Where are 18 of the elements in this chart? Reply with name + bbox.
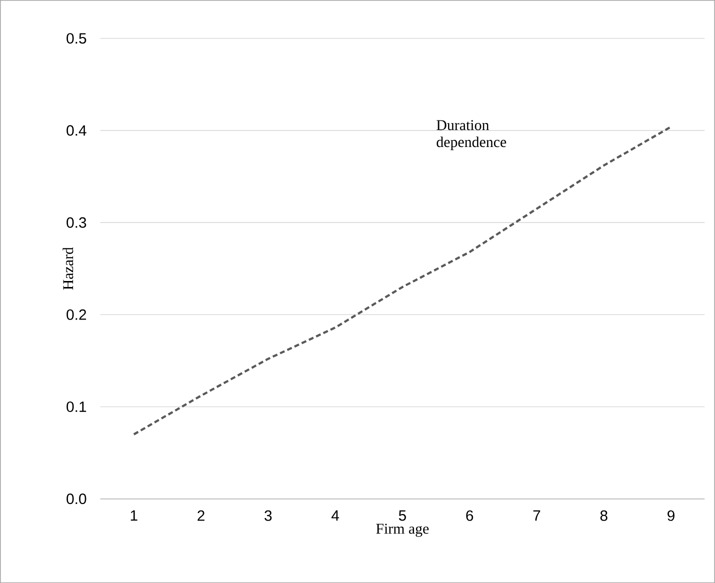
annotation: Duration dependence [436, 120, 506, 150]
x-axis-title: Firm age [376, 524, 429, 537]
y-tick-label: 0.1 [66, 401, 86, 412]
x-tick-label: 6 [466, 510, 474, 521]
y-tick-label: 0.0 [66, 493, 86, 504]
y-tick-label: 0.4 [66, 125, 86, 136]
y-tick-label: 0.3 [66, 217, 86, 228]
y-axis-title: Hazard [62, 247, 74, 290]
x-tick-label: 8 [600, 510, 608, 521]
x-tick-label: 1 [130, 510, 138, 521]
y-tick-label: 0.2 [66, 309, 86, 320]
x-tick-label: 4 [331, 510, 340, 521]
x-tick-label: 3 [264, 510, 272, 521]
x-tick-label: 9 [668, 510, 674, 521]
y-tick-label: 0.5 [66, 33, 86, 44]
x-tick-label: 5 [398, 510, 406, 521]
x-tick-label: 7 [533, 510, 540, 521]
x-tick-label: 2 [198, 510, 204, 521]
